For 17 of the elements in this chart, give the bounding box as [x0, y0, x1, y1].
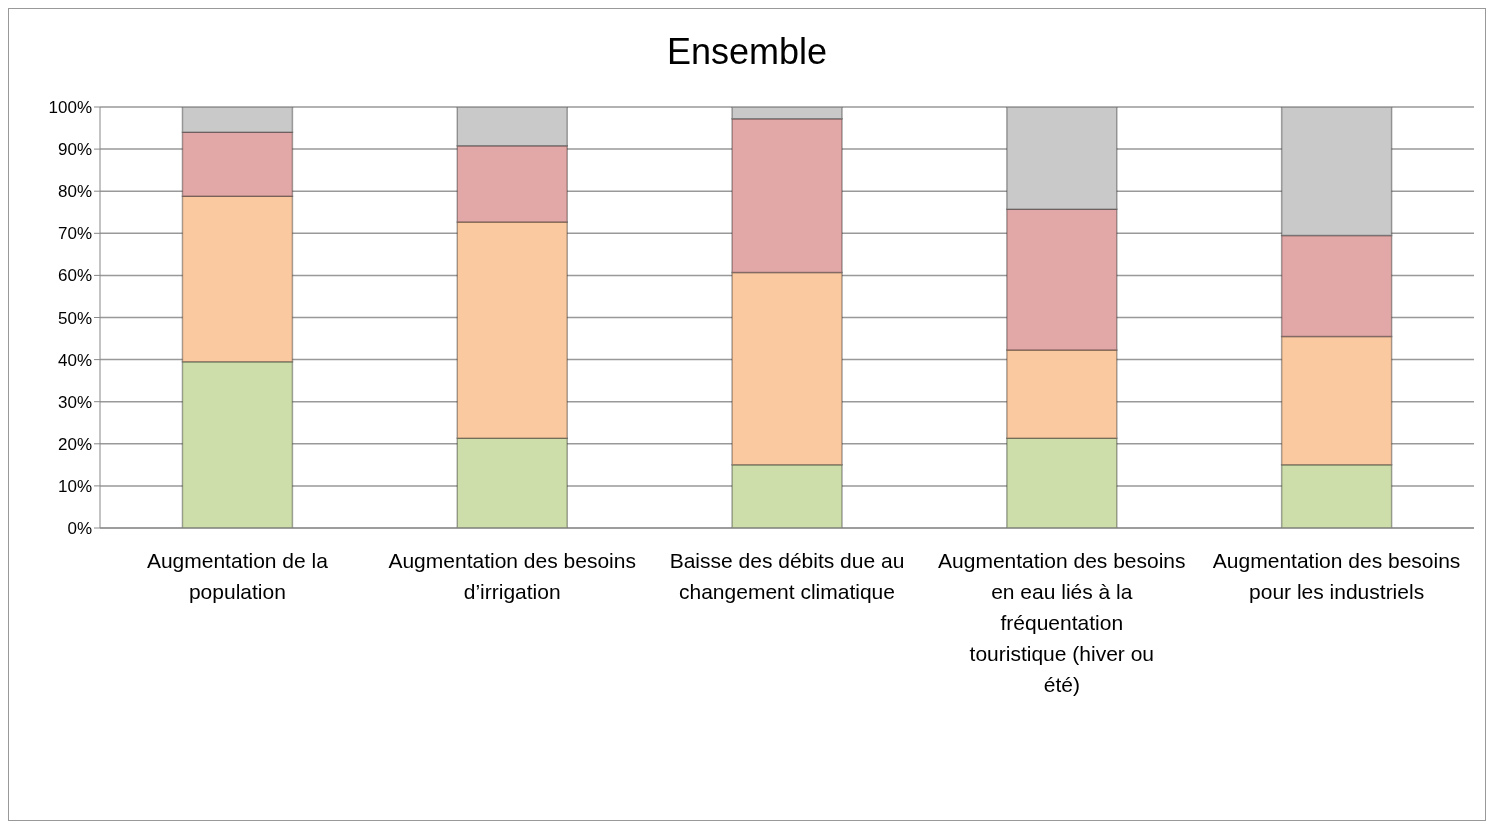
y-tick-label: 90% [57, 140, 92, 160]
y-tick-label: 10% [57, 476, 92, 496]
y-tick-label: 0% [67, 519, 92, 539]
y-tick-label: 30% [57, 392, 92, 412]
y-tick-label: 80% [57, 182, 92, 202]
x-tick-label: Augmentation des besoins d’irrigation [388, 549, 636, 603]
y-tick-label: 50% [57, 308, 92, 328]
y-tick-label: 70% [57, 224, 92, 244]
x-tick-label: Augmentation de la population [146, 549, 329, 603]
y-tick-label: 60% [57, 266, 92, 286]
x-tick-label: Augmentation des besoins en eau liés à la fréquentation touristique (hiver ou été) [938, 549, 1186, 696]
chart-title: Ensemble [665, 31, 829, 73]
y-tick-label: 100% [48, 98, 92, 118]
x-tick-label: Augmentation des besoins pour les industriels [1212, 549, 1461, 603]
x-tick-label: Baisse des débits due au changement climatique [669, 549, 905, 603]
y-tick-label: 40% [57, 350, 92, 370]
y-tick-label: 20% [57, 434, 92, 454]
